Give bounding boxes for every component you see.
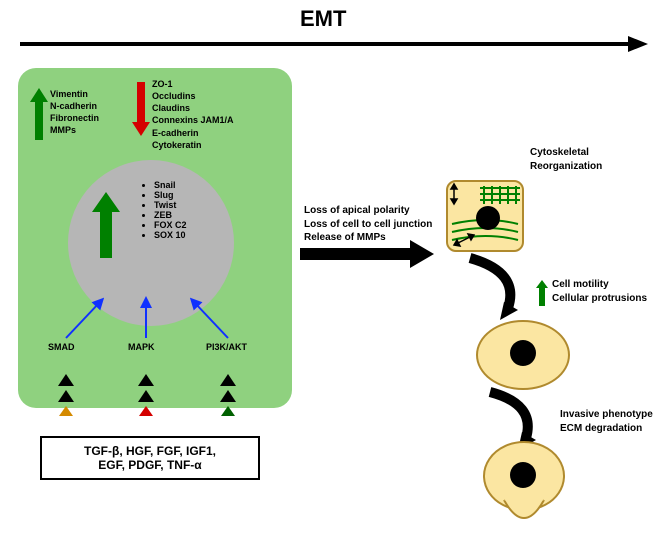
invasive-cell (480, 438, 570, 538)
motility-arrow-icon (536, 280, 548, 306)
process-arrow-icon (300, 240, 440, 270)
motility-label: Cell motility Cellular protrusions (552, 278, 647, 305)
motile-cell-nucleus (510, 340, 536, 366)
growth-factors-box: TGF-β, HGF, FGF, IGF1, EGF, PDGF, TNF-α (40, 436, 260, 480)
transition-arrow-1 (460, 252, 530, 322)
invasive-label: Invasive phenotype ECM degradation (560, 408, 653, 435)
receptor-icons (0, 0, 300, 440)
invasive-cell-nucleus (510, 462, 536, 488)
emt-process-text: Loss of apical polarity Loss of cell to … (304, 204, 432, 245)
cytoskeletal-label: Cytoskeletal Reorganization (530, 146, 602, 173)
mini-cell-nucleus (476, 206, 500, 230)
